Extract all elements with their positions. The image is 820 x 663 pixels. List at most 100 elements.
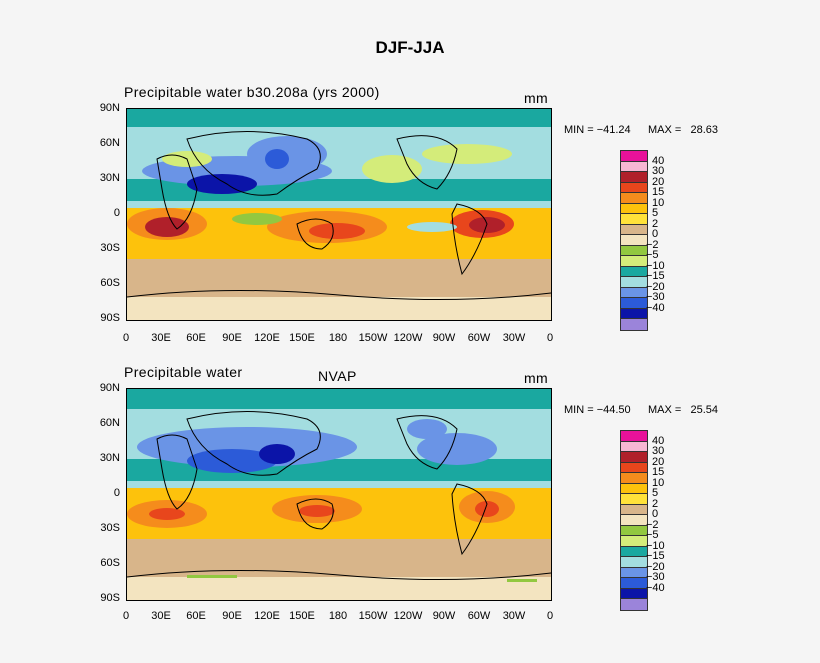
lat-tick: 60S — [100, 557, 120, 569]
lat-tick: 0 — [113, 207, 120, 219]
lon-tick: 150E — [289, 610, 315, 622]
lon-tick: 150W — [358, 332, 388, 344]
lat-tick: 30N — [99, 172, 120, 184]
lon-tick: 30E — [151, 332, 171, 344]
colorbar-swatch — [621, 256, 647, 267]
colorbar-level-label: 30 — [652, 165, 665, 177]
colorbar-swatch — [621, 161, 647, 172]
lat-tick: 90N — [99, 102, 120, 114]
colorbar-level-label: 40 — [652, 434, 665, 447]
lat-tick: 90S — [100, 312, 120, 324]
colorbar-swatch — [621, 431, 647, 442]
lon-tick: 180 — [328, 332, 348, 344]
colorbar-level-label: 10 — [652, 196, 665, 209]
colorbar-level-label: 20 — [652, 455, 665, 468]
colorbar-swatch — [621, 483, 647, 494]
colorbar-swatch — [621, 203, 647, 214]
panel-title: Precipitable water — [124, 364, 243, 380]
colorbar-swatch — [621, 546, 647, 557]
colorbar-swatch — [621, 224, 647, 235]
lat-tick: 60N — [99, 417, 120, 429]
lon-tick: 120E — [254, 332, 280, 344]
colorbar-level-label: −30 — [646, 291, 665, 303]
lon-tick: 150E — [289, 332, 315, 344]
colorbar-swatch — [621, 567, 647, 578]
lon-tick: 180 — [328, 610, 348, 622]
colorbar-level-label: −15 — [646, 270, 665, 282]
colorbar-swatch — [621, 441, 647, 452]
colorbar-level-label: 0 — [652, 508, 659, 520]
colorbar-level-label: −10 — [646, 539, 665, 552]
colorbar-level-label: 15 — [652, 466, 665, 478]
colorbar-swatch — [621, 172, 647, 183]
lon-tick: 60W — [467, 332, 491, 344]
min-label: MIN = −41.24 — [564, 124, 631, 136]
lon-tick: 30W — [502, 610, 526, 622]
colorbar-swatch — [621, 319, 647, 330]
colorbar-swatch — [621, 504, 647, 515]
panel-units: mm — [524, 370, 549, 386]
colorbar-swatch — [621, 193, 647, 204]
colorbar-swatch — [621, 588, 647, 599]
colorbar-level-label: 10 — [652, 476, 665, 489]
colorbar-swatch — [621, 525, 647, 536]
colorbar-swatch — [621, 266, 647, 277]
panel-units: mm — [524, 90, 549, 106]
colorbar-swatch — [621, 151, 647, 162]
panel-observed: Precipitable water NVAP mm — [0, 362, 820, 622]
colorbar-level-label: −20 — [646, 280, 665, 293]
colorbar-level-label: 40 — [652, 154, 665, 167]
colorbar-level-label: 20 — [652, 175, 665, 188]
colorbar-level-label: 2 — [652, 217, 659, 230]
colorbar-swatch — [621, 245, 647, 256]
colorbar-swatch — [621, 182, 647, 193]
colorbar-level-label: −2 — [646, 518, 659, 531]
lat-tick: 30S — [100, 242, 120, 254]
panel-model: Precipitable water b30.208a (yrs 2000) m… — [0, 82, 820, 344]
colorbar-level-label: 5 — [652, 487, 659, 499]
colorbar-swatch — [621, 494, 647, 505]
lon-tick: 90W — [432, 610, 456, 622]
lon-tick: 90E — [222, 332, 242, 344]
colorbar-swatch — [621, 473, 647, 484]
precipitable-water-map — [127, 389, 551, 600]
lon-tick: 120W — [393, 610, 423, 622]
min-label: MIN = −44.50 — [564, 404, 631, 416]
colorbar-swatch — [621, 277, 647, 288]
colorbar-level-label: −15 — [646, 550, 665, 562]
lon-tick: 90W — [432, 332, 456, 344]
lon-tick: 120E — [254, 610, 280, 622]
panel-title: Precipitable water b30.208a (yrs 2000) — [124, 84, 380, 100]
lat-tick: 60N — [99, 137, 120, 149]
lat-tick: 90S — [100, 592, 120, 604]
colorbar-level-label: −40 — [646, 581, 665, 594]
lon-tick: 90E — [222, 610, 242, 622]
lon-tick: 0 — [122, 332, 130, 344]
lon-tick: 60E — [186, 610, 206, 622]
figure-title: DJF-JJA — [375, 38, 445, 57]
lon-tick: 0 — [122, 610, 130, 622]
colorbar-level-label: −5 — [646, 529, 659, 541]
lat-tick: 30N — [99, 452, 120, 464]
colorbar-level-label: −5 — [646, 249, 659, 261]
colorbar-level-label: −20 — [646, 560, 665, 573]
colorbar — [620, 150, 648, 331]
colorbar-swatch — [621, 536, 647, 547]
colorbar-level-label: 2 — [652, 497, 659, 510]
colorbar-swatch — [621, 462, 647, 473]
colorbar-swatch — [621, 235, 647, 246]
colorbar-swatch — [621, 298, 647, 309]
lon-tick: 60E — [186, 332, 206, 344]
colorbar-swatch — [621, 557, 647, 568]
max-label: MAX = 25.54 — [648, 404, 719, 416]
colorbar-level-label: 30 — [652, 445, 665, 457]
colorbar-swatch — [621, 214, 647, 225]
lon-tick: 150W — [358, 610, 388, 622]
colorbar — [620, 430, 648, 611]
lat-tick: 90N — [99, 382, 120, 394]
precipitable-water-map — [127, 109, 551, 320]
lon-tick: 0 — [546, 332, 554, 344]
panel-subtitle: NVAP — [318, 368, 357, 384]
colorbar-level-label: −2 — [646, 238, 659, 251]
lon-tick: 0 — [546, 610, 554, 622]
